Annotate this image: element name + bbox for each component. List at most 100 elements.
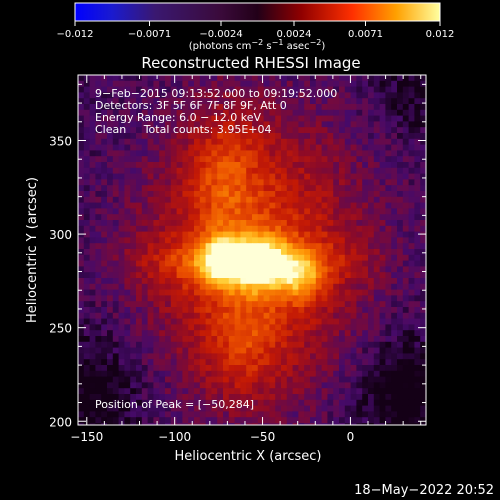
heatmap-cell [141,121,148,128]
heatmap-cell [298,365,305,372]
heatmap-cell [223,278,230,285]
heatmap-cell [194,225,201,232]
heatmap-cell [89,179,96,186]
heatmap-cell [89,394,96,401]
heatmap-cell [402,254,409,261]
heatmap-cell [141,399,148,406]
heatmap-cell [286,266,293,273]
heatmap-cell [368,388,375,395]
heatmap-cell [107,208,114,215]
heatmap-cell [159,254,166,261]
heatmap-cell [327,341,334,348]
heatmap-cell [286,220,293,227]
heatmap-cell [304,405,311,412]
heatmap-cell [356,237,363,244]
heatmap-cell [304,289,311,296]
heatmap-cell [176,191,183,198]
heatmap-cell [391,399,398,406]
heatmap-cell [275,365,282,372]
heatmap-cell [362,237,369,244]
heatmap-cell [368,405,375,412]
heatmap-cell [397,191,404,198]
heatmap-cell [391,173,398,180]
heatmap-cell [333,411,340,418]
heatmap-cell [292,260,299,267]
heatmap-cell [339,353,346,360]
heatmap-cell [112,388,119,395]
heatmap-cell [118,312,125,319]
heatmap-cell [379,138,386,145]
heatmap-cell [350,353,357,360]
heatmap-cell [420,121,426,128]
heatmap-cell [83,295,90,302]
heatmap-cell [78,254,85,261]
heatmap-cell [397,376,404,383]
heatmap-cell [188,318,195,325]
heatmap-cell [170,167,177,174]
heatmap-cell [385,260,392,267]
heatmap-cell [188,359,195,366]
heatmap-cell [240,167,247,174]
heatmap-cell [194,399,201,406]
heatmap-cell [124,202,131,209]
heatmap-cell [176,173,183,180]
heatmap-cell [240,179,247,186]
heatmap-cell [414,138,421,145]
heatmap-cell [234,417,241,424]
heatmap-cell [420,307,426,314]
heatmap-cell [408,405,415,412]
heatmap-cell [286,260,293,267]
heatmap-cell [130,75,137,82]
heatmap-cell [368,191,375,198]
heatmap-cell [362,127,369,134]
heatmap-cell [89,208,96,215]
heatmap-cell [408,144,415,151]
heatmap-cell [315,417,322,424]
heatmap-cell [78,289,85,296]
heatmap-cell [414,411,421,418]
heatmap-cell [147,249,154,256]
heatmap-cell [153,162,160,169]
heatmap-cell [263,167,270,174]
heatmap-cell [141,162,148,169]
heatmap-cell [205,370,212,377]
heatmap-cell [141,243,148,250]
heatmap-cell [286,196,293,203]
heatmap-cell [397,80,404,87]
heatmap-cell [344,399,351,406]
heatmap-cell [228,399,235,406]
heatmap-cell [304,220,311,227]
heatmap-cell [95,162,102,169]
heatmap-cell [246,75,253,82]
heatmap-cell [107,243,114,250]
heatmap-cell [292,220,299,227]
heatmap-cell [211,289,218,296]
heatmap-cell [228,179,235,186]
heatmap-cell [327,231,334,238]
heatmap-cell [292,318,299,325]
heatmap-cell [321,133,328,140]
heatmap-cell [252,260,259,267]
heatmap-cell [159,411,166,418]
heatmap-cell [391,202,398,209]
heatmap-cell [344,405,351,412]
heatmap-cell [281,399,288,406]
heatmap-cell [333,179,340,186]
heatmap-cell [95,347,102,354]
heatmap-cell [194,278,201,285]
heatmap-cell [310,330,317,337]
heatmap-cell [368,417,375,424]
heatmap-cell [385,243,392,250]
heatmap-cell [286,133,293,140]
heatmap-cell [281,98,288,105]
heatmap-cell [362,266,369,273]
heatmap-cell [402,133,409,140]
heatmap-cell [101,179,108,186]
heatmap-cell [101,202,108,209]
heatmap-cell [147,80,154,87]
heatmap-cell [130,104,137,111]
heatmap-cell [78,370,85,377]
heatmap-cell [356,278,363,285]
heatmap-cell [333,185,340,192]
heatmap-cell [269,353,276,360]
